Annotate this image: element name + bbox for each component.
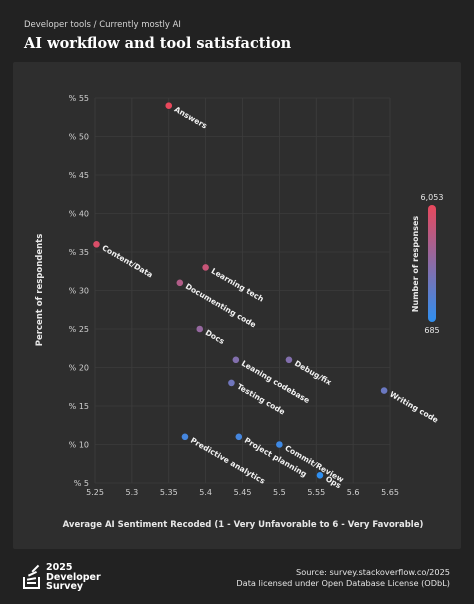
license-text: Data licensed under Open Database Licens… <box>236 577 450 588</box>
y-tick-label: % 45 <box>69 171 89 180</box>
color-legend-min: 685 <box>424 326 439 335</box>
data-point[interactable] <box>201 263 210 272</box>
x-axis-label: Average AI Sentiment Recoded (1 - Very U… <box>63 520 424 530</box>
axis-ticks: 5.25 5.3 5.35 5.4 5.45 5.5 5.55 5.6 5.65 % 5 % 10%… <box>69 94 399 497</box>
y-tick-label: % 5 <box>74 479 89 488</box>
x-tick-label: 5.5 <box>273 488 286 497</box>
logo-line-1: Developer <box>46 571 101 583</box>
breadcrumb: Developer tools / Currently mostly AI <box>24 20 181 30</box>
data-point[interactable] <box>195 325 204 333</box>
data-point[interactable] <box>227 378 236 387</box>
x-tick-label: 5.25 <box>86 488 104 497</box>
y-tick-label: % 55 <box>69 94 89 103</box>
footer-credits: Source: survey.stackoverflow.co/2025 Dat… <box>236 567 450 588</box>
y-tick-label: % 40 <box>69 210 89 219</box>
x-tick-label: 5.4 <box>199 488 212 497</box>
data-label: Answers <box>173 105 209 131</box>
data-label: Writing code <box>388 390 440 425</box>
data-points <box>92 101 388 480</box>
color-legend-bar <box>428 205 436 322</box>
y-tick-label: % 35 <box>69 248 89 257</box>
color-legend: Number of responses 6,053 685 <box>411 193 443 335</box>
data-label: Content/Data <box>100 243 154 279</box>
y-tick-label: % 20 <box>69 364 89 373</box>
data-point[interactable] <box>285 355 293 364</box>
data-point[interactable] <box>181 432 189 441</box>
x-tick-label: 5.65 <box>381 488 399 497</box>
data-point[interactable] <box>164 101 173 110</box>
logo-line-2: Survey <box>46 581 84 592</box>
data-label: Debug/fix <box>293 359 333 387</box>
y-tick-label: % 10 <box>69 441 89 450</box>
data-label: Docs <box>204 328 227 346</box>
x-tick-label: 5.3 <box>126 488 139 497</box>
x-tick-label: 5.6 <box>347 488 360 497</box>
data-point[interactable] <box>316 471 324 480</box>
source-link[interactable]: Source: survey.stackoverflow.co/2025 <box>296 567 450 577</box>
page-title: AI workflow and tool satisfaction <box>24 35 292 52</box>
stack-logo-icon <box>23 564 40 589</box>
y-tick-label: % 50 <box>69 133 89 142</box>
data-point[interactable] <box>92 240 101 249</box>
survey-logo: 2025 Developer Survey <box>22 563 101 592</box>
color-legend-max: 6,053 <box>421 193 444 202</box>
y-tick-label: % 30 <box>69 287 89 296</box>
x-tick-label: 5.55 <box>307 488 325 497</box>
logo-year: 2025 <box>46 562 73 573</box>
x-tick-label: 5.35 <box>160 488 178 497</box>
chart-panel <box>13 62 461 549</box>
data-point[interactable] <box>380 386 388 395</box>
grid-lines <box>94 97 391 484</box>
data-point[interactable] <box>234 432 243 441</box>
x-tick-label: 5.45 <box>234 488 252 497</box>
y-tick-label: % 15 <box>69 402 89 411</box>
data-point[interactable] <box>231 355 240 364</box>
y-tick-label: % 25 <box>69 325 89 334</box>
y-axis-label: Percent of respondents <box>35 234 45 347</box>
data-point[interactable] <box>275 440 284 449</box>
data-point[interactable] <box>175 278 184 287</box>
color-legend-title: Number of responses <box>411 216 420 313</box>
